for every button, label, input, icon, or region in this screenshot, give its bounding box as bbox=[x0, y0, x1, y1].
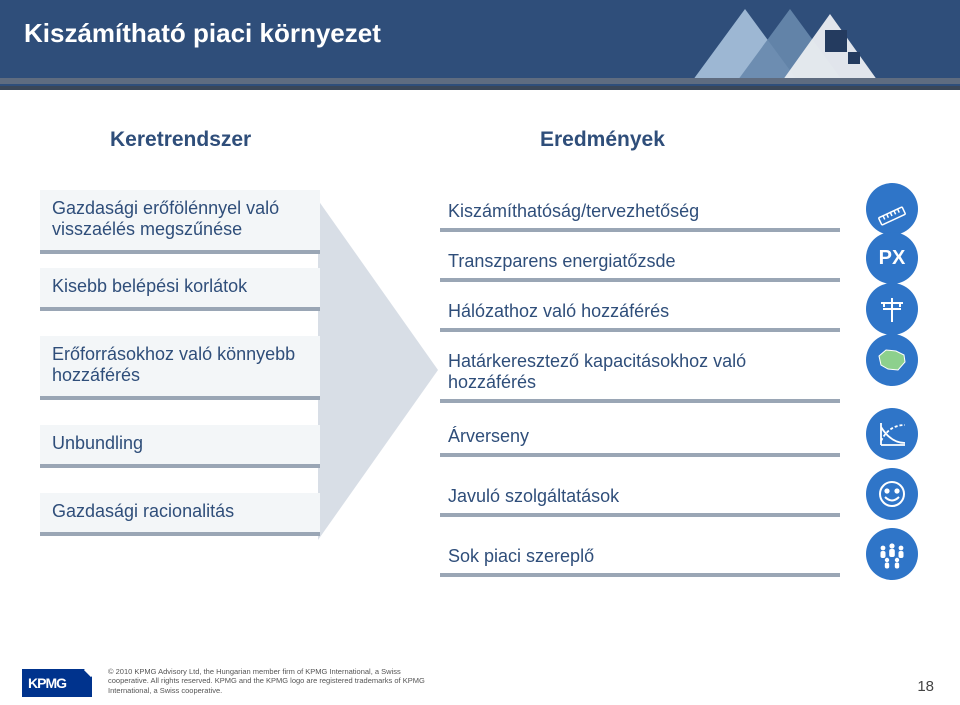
left-box-4: Unbundling bbox=[40, 425, 320, 468]
right-row-4: Határkeresztező kapacitásokhoz való hozz… bbox=[440, 345, 840, 403]
kpmg-logo: KPMG bbox=[22, 669, 92, 697]
right-row-2: Transzparens energiatőzsde bbox=[440, 245, 840, 282]
page-number: 18 bbox=[917, 678, 934, 695]
left-box-4-text: Unbundling bbox=[52, 433, 143, 453]
left-box-3: Erőforrásokhoz való könnyebb hozzáférés bbox=[40, 336, 320, 400]
smile-icon bbox=[866, 468, 918, 520]
right-row-5-text: Árverseny bbox=[448, 426, 529, 446]
left-box-3-text: Erőforrásokhoz való könnyebb hozzáférés bbox=[52, 344, 295, 385]
right-row-7-text: Sok piaci szereplő bbox=[448, 546, 594, 566]
map-icon bbox=[866, 334, 918, 386]
left-box-5: Gazdasági racionalitás bbox=[40, 493, 320, 536]
slide-footer: KPMG © 2010 KPMG Advisory Ltd, the Hunga… bbox=[0, 645, 960, 705]
right-row-6-text: Javuló szolgáltatások bbox=[448, 486, 619, 506]
right-row-1-text: Kiszámíthatóság/tervezhetőség bbox=[448, 201, 699, 221]
px-icon: PX bbox=[866, 232, 918, 284]
right-row-2-text: Transzparens energiatőzsde bbox=[448, 251, 675, 271]
left-box-1-text: Gazdasági erőfölénnyel való visszaélés m… bbox=[52, 198, 279, 239]
header-triangle-art bbox=[690, 4, 890, 84]
people-icon bbox=[866, 528, 918, 580]
ruler-icon bbox=[866, 183, 918, 235]
footer-copyright: © 2010 KPMG Advisory Ltd, the Hungarian … bbox=[108, 667, 428, 695]
left-box-1: Gazdasági erőfölénnyel való visszaélés m… bbox=[40, 190, 320, 254]
power-line-icon bbox=[866, 283, 918, 335]
flow-arrow-icon bbox=[318, 200, 438, 540]
right-row-6: Javuló szolgáltatások bbox=[440, 480, 840, 517]
right-row-1: Kiszámíthatóság/tervezhetőség bbox=[440, 195, 840, 232]
right-row-7: Sok piaci szereplő bbox=[440, 540, 840, 577]
slide-title: Kiszámítható piaci környezet bbox=[24, 18, 381, 49]
left-box-5-text: Gazdasági racionalitás bbox=[52, 501, 234, 521]
right-column-heading: Eredmények bbox=[540, 128, 665, 152]
right-row-4-text: Határkeresztező kapacitásokhoz való hozz… bbox=[448, 351, 746, 392]
slide-header: Kiszámítható piaci környezet bbox=[0, 0, 960, 90]
left-box-2-text: Kisebb belépési korlátok bbox=[52, 276, 247, 296]
header-divider bbox=[0, 78, 960, 84]
right-row-5: Árverseny bbox=[440, 420, 840, 457]
header-divider-2 bbox=[0, 86, 960, 90]
left-box-2: Kisebb belépési korlátok bbox=[40, 268, 320, 311]
chart-icon bbox=[866, 408, 918, 460]
left-column-heading: Keretrendszer bbox=[110, 128, 251, 152]
right-row-3-text: Hálózathoz való hozzáférés bbox=[448, 301, 669, 321]
right-row-3: Hálózathoz való hozzáférés bbox=[440, 295, 840, 332]
kpmg-logo-text: KPMG bbox=[28, 675, 66, 691]
